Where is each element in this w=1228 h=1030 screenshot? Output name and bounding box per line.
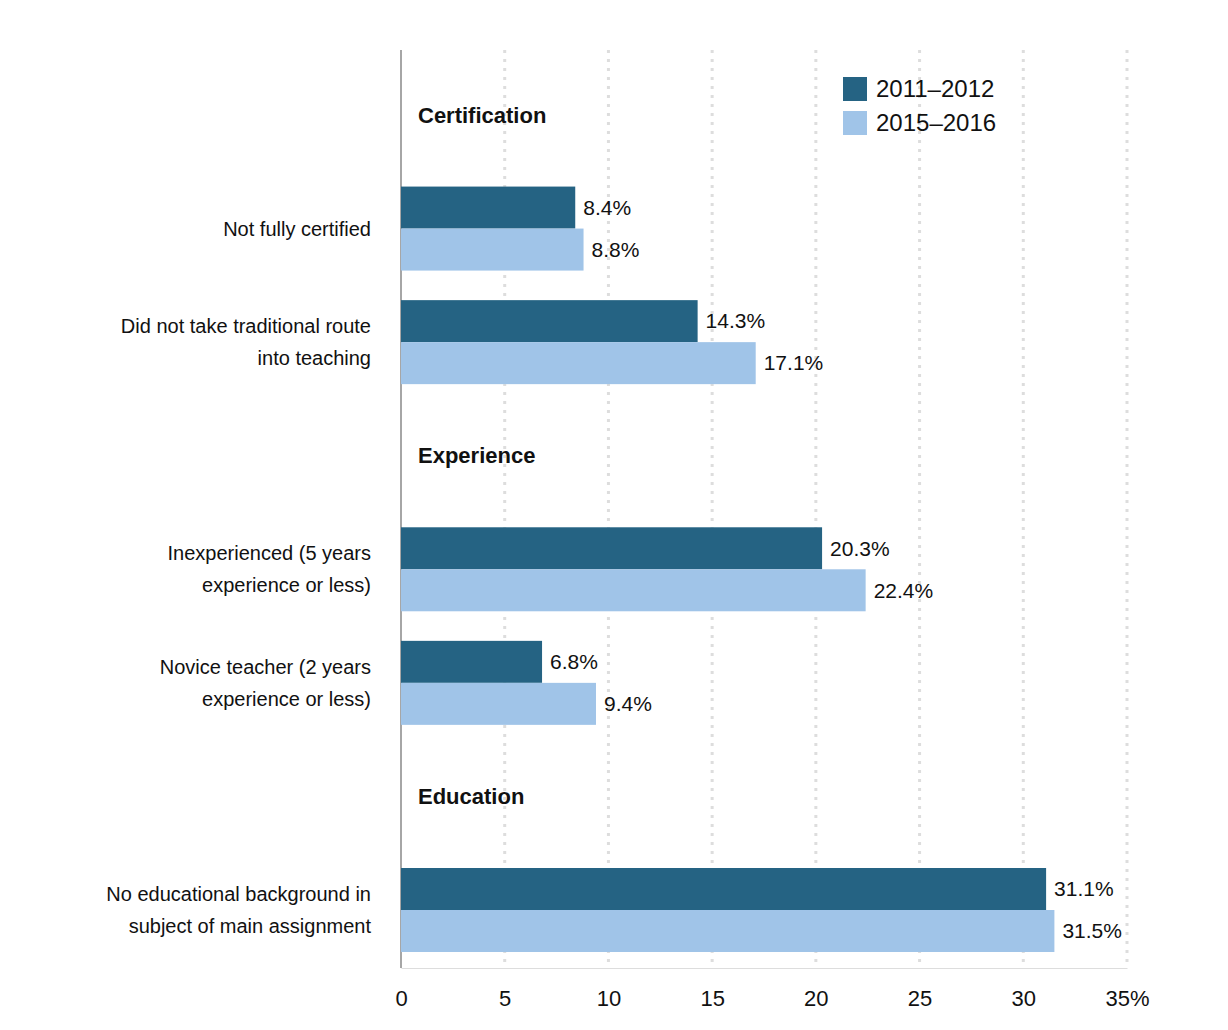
tick-label: 25 [908,986,932,1011]
data-label: 6.8% [550,650,598,673]
data-label: 17.1% [764,351,824,374]
tick: 15 [700,968,724,1011]
tick-label: 0 [395,986,407,1011]
bar [401,229,584,271]
data-label: 14.3% [706,309,766,332]
chart: 8.4% 14.3% 20.3% 6.8% 31.1% 8.8% 17.1% 22.4% 9.4… [0,0,1228,1030]
category-label: No educational background insubject of m… [106,883,371,937]
tick-label: 30 [1012,986,1036,1011]
bar [401,868,1046,910]
labels: 8.4% 14.3% 20.3% 6.8% 31.1% 8.8% 17.1% 22.4% 9.4… [106,103,1122,943]
tick: 35% [1105,968,1149,1011]
legend-swatch [843,77,867,101]
tick: 5 [499,968,511,1011]
bar [401,300,698,342]
grid [401,50,1127,968]
tick: 0 [395,968,407,1011]
tick-label: 10 [597,986,621,1011]
legend-label: 2011–2012 [876,75,994,102]
data-label: 9.4% [604,692,652,715]
tick: 25 [908,968,932,1011]
tick-label: 15 [700,986,724,1011]
axis-line [402,968,1128,969]
grid-line [607,50,610,968]
bar [401,527,822,569]
tick-label: 5 [499,986,511,1011]
x-axis: 0 5 10 15 20 25 30 35% [395,968,1149,1011]
legend: 2011–2012 2015–2016 [843,75,996,136]
grid-line [1126,50,1129,968]
bar [401,641,542,683]
bar [401,683,596,725]
data-label: 31.1% [1054,877,1114,900]
tick-label: 20 [804,986,828,1011]
bar [401,569,866,611]
data-label: 8.8% [592,238,640,261]
data-label: 31.5% [1062,919,1122,942]
group-header: Education [418,784,524,809]
category-label: Not fully certified [223,218,371,240]
legend-swatch [843,111,867,135]
group-header: Certification [418,103,546,128]
grid-line [711,50,714,968]
category-label: Did not take traditional routeinto teach… [121,315,371,369]
legend-label: 2015–2016 [876,109,996,136]
bar [401,910,1054,952]
category-label: Inexperienced (5 yearsexperience or less… [168,542,371,596]
tick: 10 [597,968,621,1011]
grid-line [1022,50,1025,968]
category-label: Novice teacher (2 yearsexperience or les… [160,656,371,710]
tick: 20 [804,968,828,1011]
tick-label: 35% [1105,986,1149,1011]
data-label: 22.4% [874,579,934,602]
data-label: 8.4% [583,196,631,219]
grid-line [918,50,921,968]
bar [401,342,756,384]
grid-line [814,50,817,968]
data-label: 20.3% [830,537,890,560]
bars [401,187,1054,952]
group-header: Experience [418,443,535,468]
bar [401,187,575,229]
tick: 30 [1012,968,1036,1011]
